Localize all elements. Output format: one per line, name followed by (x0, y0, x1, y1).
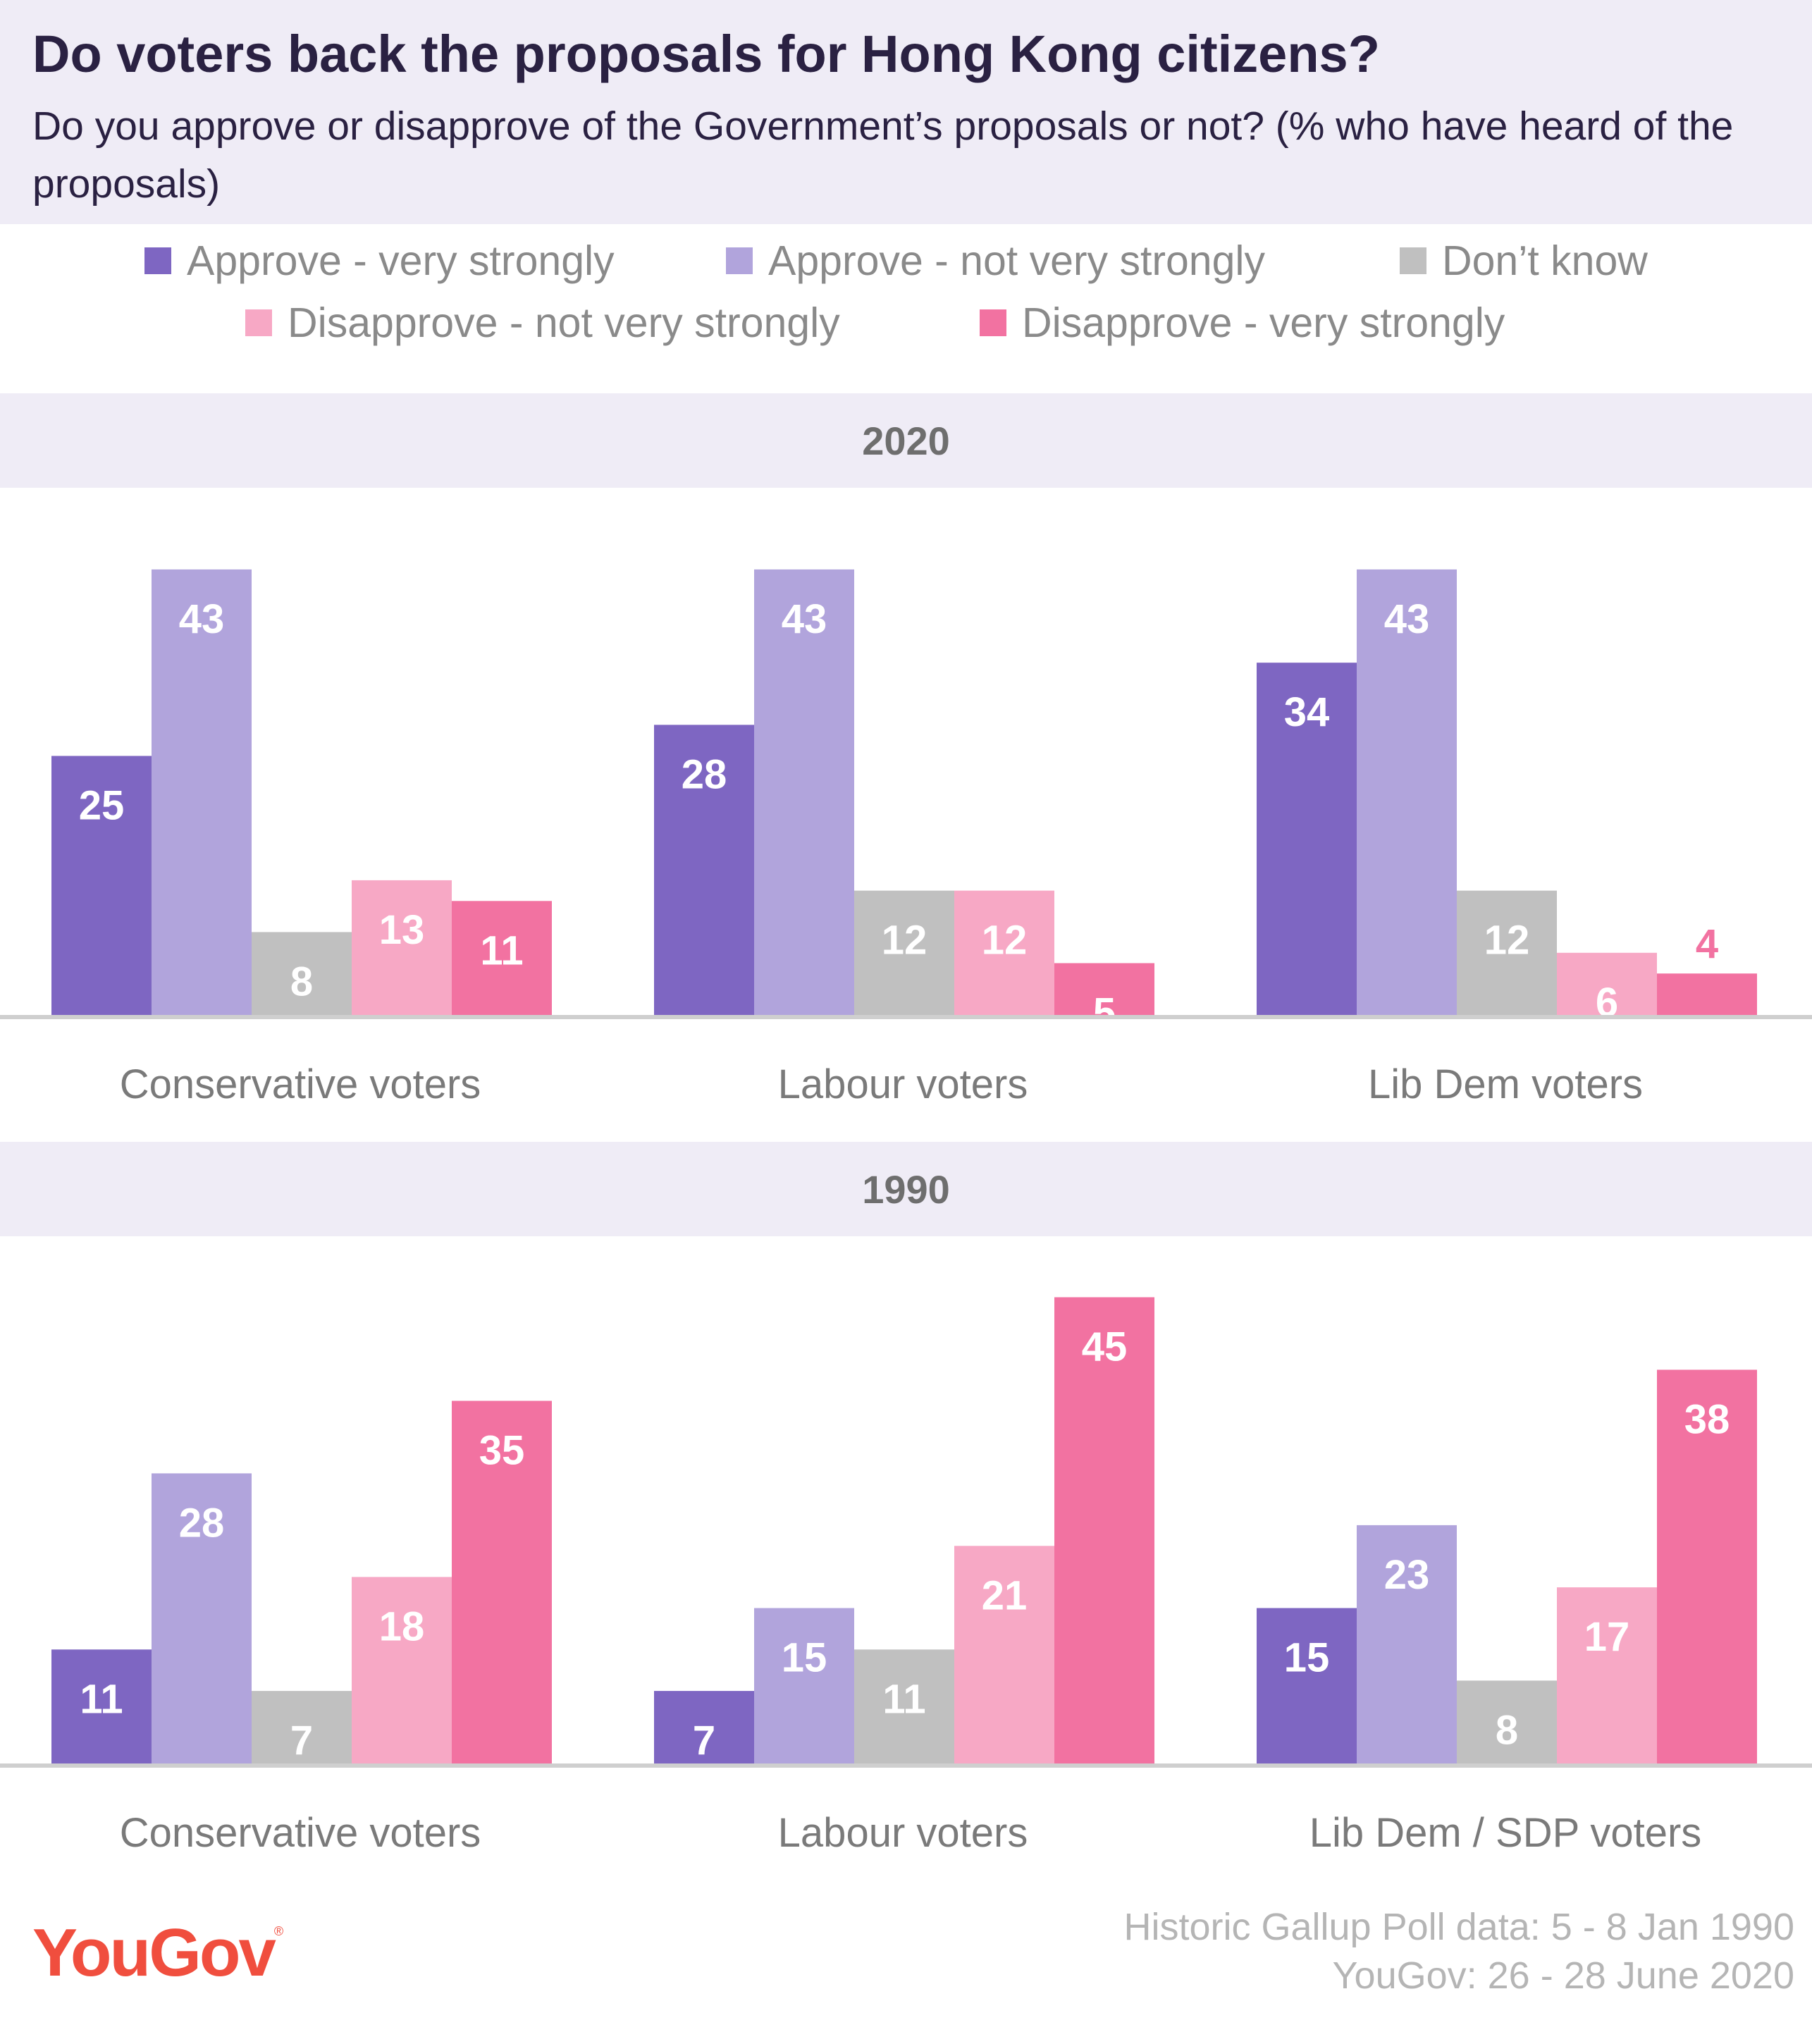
section-title-2020: 2020 (862, 418, 950, 463)
data-label: 43 (782, 596, 827, 642)
bar-approve-not-very (152, 1473, 252, 1763)
data-label: 15 (782, 1635, 827, 1681)
data-label: 13 (379, 907, 425, 953)
section-title-1990: 1990 (862, 1166, 950, 1212)
data-label: 21 (982, 1572, 1028, 1618)
legend-item-dont-know: Don’t know (1400, 237, 1648, 285)
data-label: 11 (480, 928, 523, 973)
data-label: 28 (179, 1500, 225, 1546)
bar-approve-very (1257, 1608, 1357, 1763)
x-axis-line (0, 1015, 1812, 1019)
bar-disapprove-very (1054, 963, 1154, 1015)
bar-disapprove-very (452, 1400, 552, 1763)
bar-disapprove-very (452, 901, 552, 1015)
legend-swatch (144, 247, 171, 274)
data-label: 8 (290, 959, 313, 1004)
legend-item-approve-very: Approve - very strongly (144, 237, 615, 285)
bar-approve-not-very (754, 569, 854, 1015)
legend: Approve - very strongly Approve - not ve… (0, 237, 1812, 364)
bar-dont-know (1457, 890, 1557, 1015)
source-note-2020: YouGov: 26 - 28 June 2020 (1332, 1954, 1794, 1997)
legend-swatch (245, 309, 272, 336)
legend-swatch (726, 247, 753, 274)
header-panel: Do voters back the proposals for Hong Ko… (0, 0, 1812, 224)
data-label: 17 (1584, 1614, 1630, 1660)
data-label: 12 (1484, 918, 1530, 963)
legend-item-approve-not-very: Approve - not very strongly (726, 237, 1265, 285)
bar-approve-very (654, 725, 754, 1015)
legend-label: Don’t know (1442, 238, 1648, 284)
bar-approve-not-very (1357, 1525, 1457, 1763)
legend-item-disapprove-very: Disapprove - very strongly (980, 299, 1505, 347)
bar-disapprove-not-very (954, 890, 1054, 1015)
legend-label: Approve - very strongly (187, 238, 615, 284)
logo-text: YouGov (32, 1915, 276, 1990)
section-band-1990: 1990 (0, 1142, 1812, 1236)
registered-mark: ® (273, 1924, 284, 1938)
bar-disapprove-not-very (1557, 952, 1657, 1015)
bar-approve-very (654, 1691, 754, 1763)
bar-disapprove-very (1657, 973, 1757, 1015)
source-note-1990: Historic Gallup Poll data: 5 - 8 Jan 199… (1123, 1906, 1794, 1948)
x-axis-line (0, 1763, 1812, 1768)
data-label: 28 (682, 751, 727, 797)
data-label: 25 (79, 783, 125, 829)
data-label: 38 (1684, 1396, 1730, 1442)
chart-subtitle: Do you approve or disapprove of the Gove… (32, 104, 1734, 207)
bar-disapprove-not-very (352, 1577, 452, 1763)
bar-disapprove-not-very (954, 1546, 1054, 1763)
bar-dont-know (252, 1691, 352, 1763)
data-label: 23 (1384, 1552, 1430, 1598)
data-label: 5 (1093, 990, 1116, 1036)
legend-swatch (1400, 247, 1426, 274)
category-label: Lib Dem voters (1368, 1061, 1643, 1107)
legend-label: Disapprove - not very strongly (288, 300, 840, 346)
category-label: Lib Dem / SDP voters (1309, 1810, 1702, 1856)
bar-approve-very (1257, 663, 1357, 1015)
data-label: 7 (290, 1718, 313, 1763)
data-label: 34 (1284, 689, 1330, 735)
bar-disapprove-not-very (352, 880, 452, 1015)
legend-label: Approve - not very strongly (768, 238, 1266, 284)
yougov-logo: YouGov® (32, 1914, 283, 1992)
bar-disapprove-very (1054, 1297, 1154, 1763)
bar-approve-very (51, 756, 152, 1015)
chart-title: Do voters back the proposals for Hong Ko… (32, 25, 1380, 83)
legend-item-disapprove-not-very: Disapprove - not very strongly (245, 299, 840, 347)
bar-dont-know (252, 932, 352, 1015)
bar-approve-very (51, 1649, 152, 1763)
bar-disapprove-very (1657, 1369, 1757, 1763)
bar-approve-not-very (1357, 569, 1457, 1015)
data-label: 8 (1496, 1707, 1518, 1753)
data-label: 11 (80, 1676, 123, 1722)
bar-chart-1990: 11 28 7 18 35 Conservative voters 7 15 11 21 45 Lab… (0, 1297, 1812, 1856)
data-label: 15 (1284, 1635, 1330, 1681)
data-label: 43 (1384, 596, 1430, 642)
category-label: Conservative voters (120, 1061, 481, 1107)
section-band-2020: 2020 (0, 393, 1812, 488)
data-label: 45 (1082, 1324, 1128, 1370)
legend-swatch (980, 309, 1006, 336)
legend-label: Disapprove - very strongly (1022, 300, 1505, 346)
data-label: 12 (882, 918, 927, 963)
data-label: 43 (179, 596, 225, 642)
data-label: 11 (882, 1676, 925, 1722)
category-label: Labour voters (778, 1810, 1028, 1856)
data-label: 35 (479, 1428, 525, 1474)
bar-approve-not-very (754, 1608, 854, 1763)
data-label: 4 (1696, 921, 1718, 967)
bar-disapprove-not-very (1557, 1587, 1657, 1763)
bar-dont-know (854, 1649, 954, 1763)
data-label: 18 (379, 1603, 425, 1649)
bar-approve-not-very (152, 569, 252, 1015)
data-label: 7 (693, 1718, 715, 1763)
data-label: 12 (982, 918, 1028, 963)
bar-dont-know (854, 890, 954, 1015)
category-label: Labour voters (778, 1061, 1028, 1107)
bar-dont-know (1457, 1680, 1557, 1763)
bar-chart-2020: 25 43 8 13 11 Conservative voters 28 43 12 12 5 Lab… (0, 569, 1812, 1107)
category-label: Conservative voters (120, 1810, 481, 1856)
